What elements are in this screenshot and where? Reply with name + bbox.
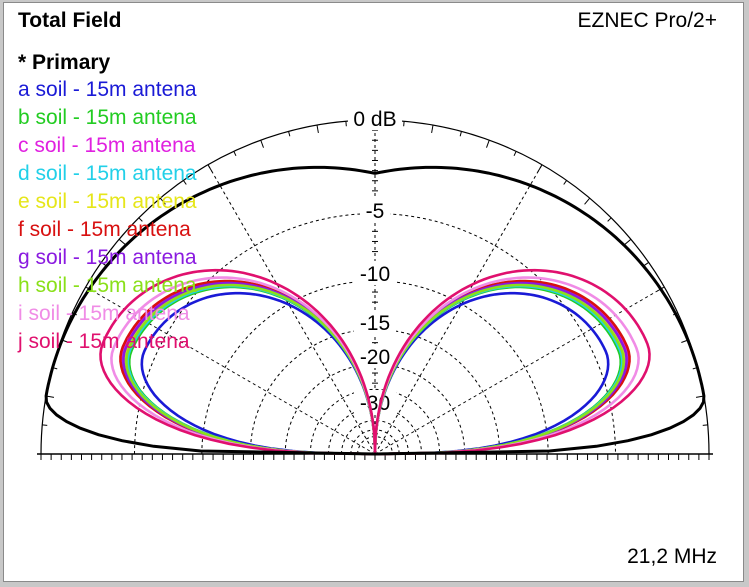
legend-entry: h soil - 15m antena <box>18 274 197 297</box>
legend-entry: j soil - 15m antena <box>18 330 190 353</box>
legend-entry: b soil - 15m antena <box>18 106 197 129</box>
angle-tick <box>644 262 649 266</box>
grid-ring-0 <box>134 213 616 455</box>
angle-tick <box>584 197 591 205</box>
product-name: EZNEC Pro/2+ <box>577 9 717 32</box>
angle-tick <box>288 131 291 137</box>
ring-label: -20 <box>360 346 390 369</box>
plot-window: 0 dB -5 -10 -15 -20 -30 Total Field EZNEC Pro… <box>3 2 744 582</box>
angle-tick <box>513 151 517 157</box>
angle-tick <box>159 197 166 205</box>
legend-entry: f soil - 15m antena <box>18 218 191 241</box>
ring-label-bg <box>354 261 396 285</box>
angle-tick <box>624 238 632 245</box>
ring-label: 0 dB <box>353 108 396 131</box>
legend-entry: d soil - 15m antena <box>18 162 197 185</box>
ring-label-bg <box>354 310 396 334</box>
angle-tick <box>607 217 612 222</box>
ring-label: -5 <box>366 200 385 223</box>
angle-tick <box>138 217 143 222</box>
legend-entry: g soil - 15m antena <box>18 246 197 269</box>
legend: * Primary a soil - 15m antena b soil - 15… <box>18 49 197 356</box>
frequency-label: 21,2 MHz <box>627 545 717 568</box>
series-line-total <box>44 165 706 456</box>
chart-title: Total Field <box>18 9 122 32</box>
ring-label: -30 <box>360 392 390 415</box>
legend-items: a soil - 15m antena b soil - 15m antena c … <box>18 76 197 356</box>
angle-tick <box>459 131 462 137</box>
ring-label: -15 <box>360 312 390 335</box>
legend-entry: i soil - 15m antena <box>18 302 190 325</box>
angle-tick <box>563 180 567 185</box>
angle-tick <box>486 139 490 148</box>
angle-tick <box>431 124 434 134</box>
angle-tick <box>118 238 126 245</box>
ring-label: -10 <box>360 263 390 286</box>
ring-label-bg <box>360 198 390 222</box>
grid-ring-8 <box>357 436 393 455</box>
angle-tick <box>537 164 543 172</box>
legend-entry: a soil - 15m antena <box>18 78 197 101</box>
spoke-60 <box>374 164 543 455</box>
angle-tick <box>101 262 106 266</box>
ring-label-bg <box>354 344 396 368</box>
angle-tick <box>207 164 213 172</box>
ring-label-bg <box>354 390 396 414</box>
spoke-120 <box>207 164 376 455</box>
polar-plot: 0 dB -5 -10 -15 -20 -30 <box>37 106 713 460</box>
legend-entry: c soil - 15m antena <box>18 134 196 157</box>
ring-label-bg <box>348 106 402 130</box>
grid-ring-2 <box>249 328 501 455</box>
angle-tick <box>233 151 237 157</box>
legend-entry: e soil - 15m antena <box>18 190 197 213</box>
angle-tick <box>316 124 319 134</box>
angle-tick <box>183 180 187 185</box>
angle-tick <box>260 139 264 148</box>
grid-ring-6 <box>340 420 410 455</box>
legend-heading: * Primary <box>18 51 111 74</box>
